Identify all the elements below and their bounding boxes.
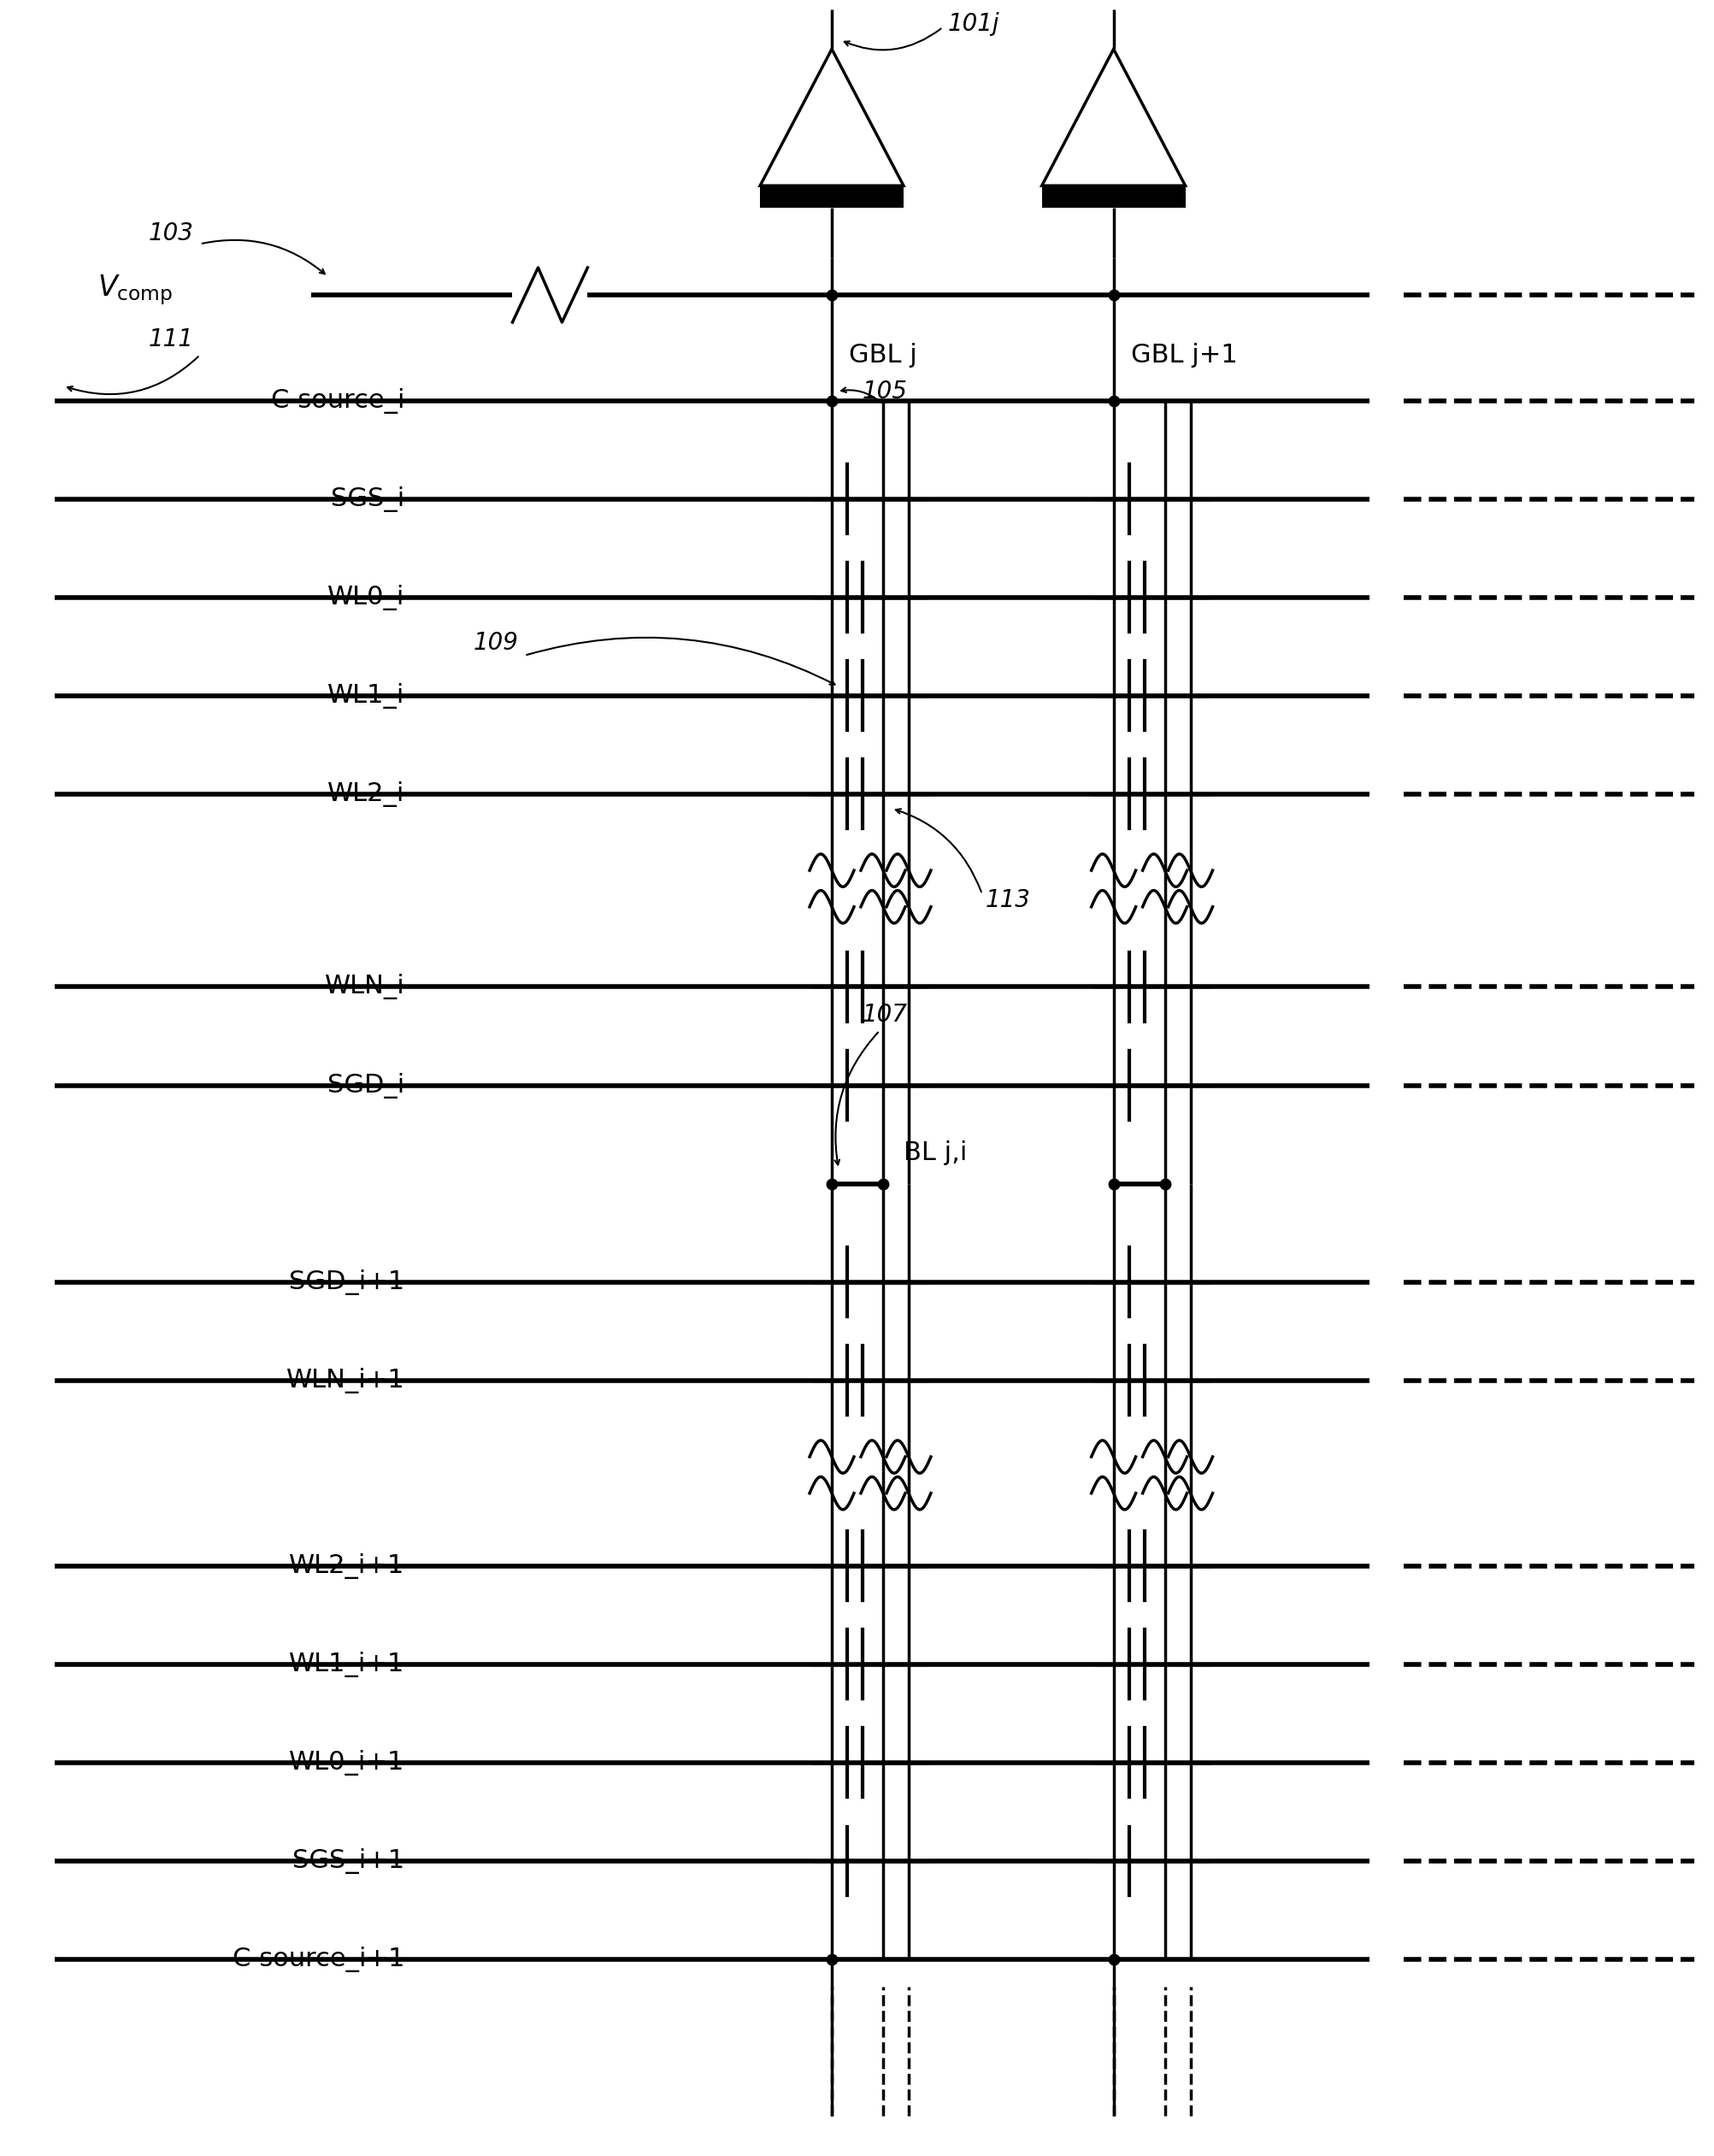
Text: 107: 107 bbox=[862, 1003, 907, 1026]
Text: SGD_i+1: SGD_i+1 bbox=[290, 1270, 405, 1296]
Text: 111: 111 bbox=[149, 328, 194, 351]
Polygon shape bbox=[759, 185, 903, 207]
Text: WLN_i: WLN_i bbox=[324, 975, 405, 1000]
Text: 103: 103 bbox=[149, 222, 194, 246]
Text: GBL j: GBL j bbox=[848, 343, 917, 369]
Text: SGD_i: SGD_i bbox=[327, 1072, 405, 1097]
Text: BL j,i: BL j,i bbox=[903, 1141, 967, 1166]
Text: $V_{\mathrm{comp}}$: $V_{\mathrm{comp}}$ bbox=[98, 272, 173, 306]
Text: 113: 113 bbox=[986, 888, 1030, 912]
Text: WL0_i+1: WL0_i+1 bbox=[290, 1751, 405, 1777]
Text: WLN_i+1: WLN_i+1 bbox=[286, 1367, 405, 1393]
Text: GBL j+1: GBL j+1 bbox=[1130, 343, 1238, 369]
Polygon shape bbox=[1042, 185, 1184, 207]
Text: SGS_i: SGS_i bbox=[331, 485, 405, 511]
Text: WL1_i+1: WL1_i+1 bbox=[290, 1651, 405, 1677]
Text: WL1_i: WL1_i bbox=[327, 683, 405, 709]
Text: 101j: 101j bbox=[948, 13, 999, 37]
Text: SGS_i+1: SGS_i+1 bbox=[293, 1848, 405, 1874]
Text: 109: 109 bbox=[473, 632, 518, 655]
Text: C-source_i+1: C-source_i+1 bbox=[231, 1947, 405, 1973]
Text: WL0_i: WL0_i bbox=[327, 584, 405, 610]
Text: C-source_i: C-source_i bbox=[271, 388, 405, 414]
Text: WL2_i+1: WL2_i+1 bbox=[290, 1552, 405, 1578]
Text: WL2_i: WL2_i bbox=[327, 780, 405, 806]
Text: 105: 105 bbox=[862, 379, 907, 403]
